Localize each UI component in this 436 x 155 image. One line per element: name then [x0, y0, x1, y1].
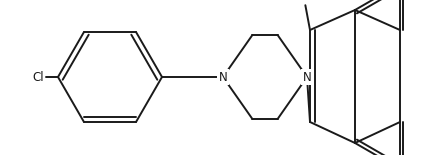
- Text: N: N: [218, 71, 228, 84]
- Text: Cl: Cl: [32, 71, 44, 84]
- Text: N: N: [303, 71, 311, 84]
